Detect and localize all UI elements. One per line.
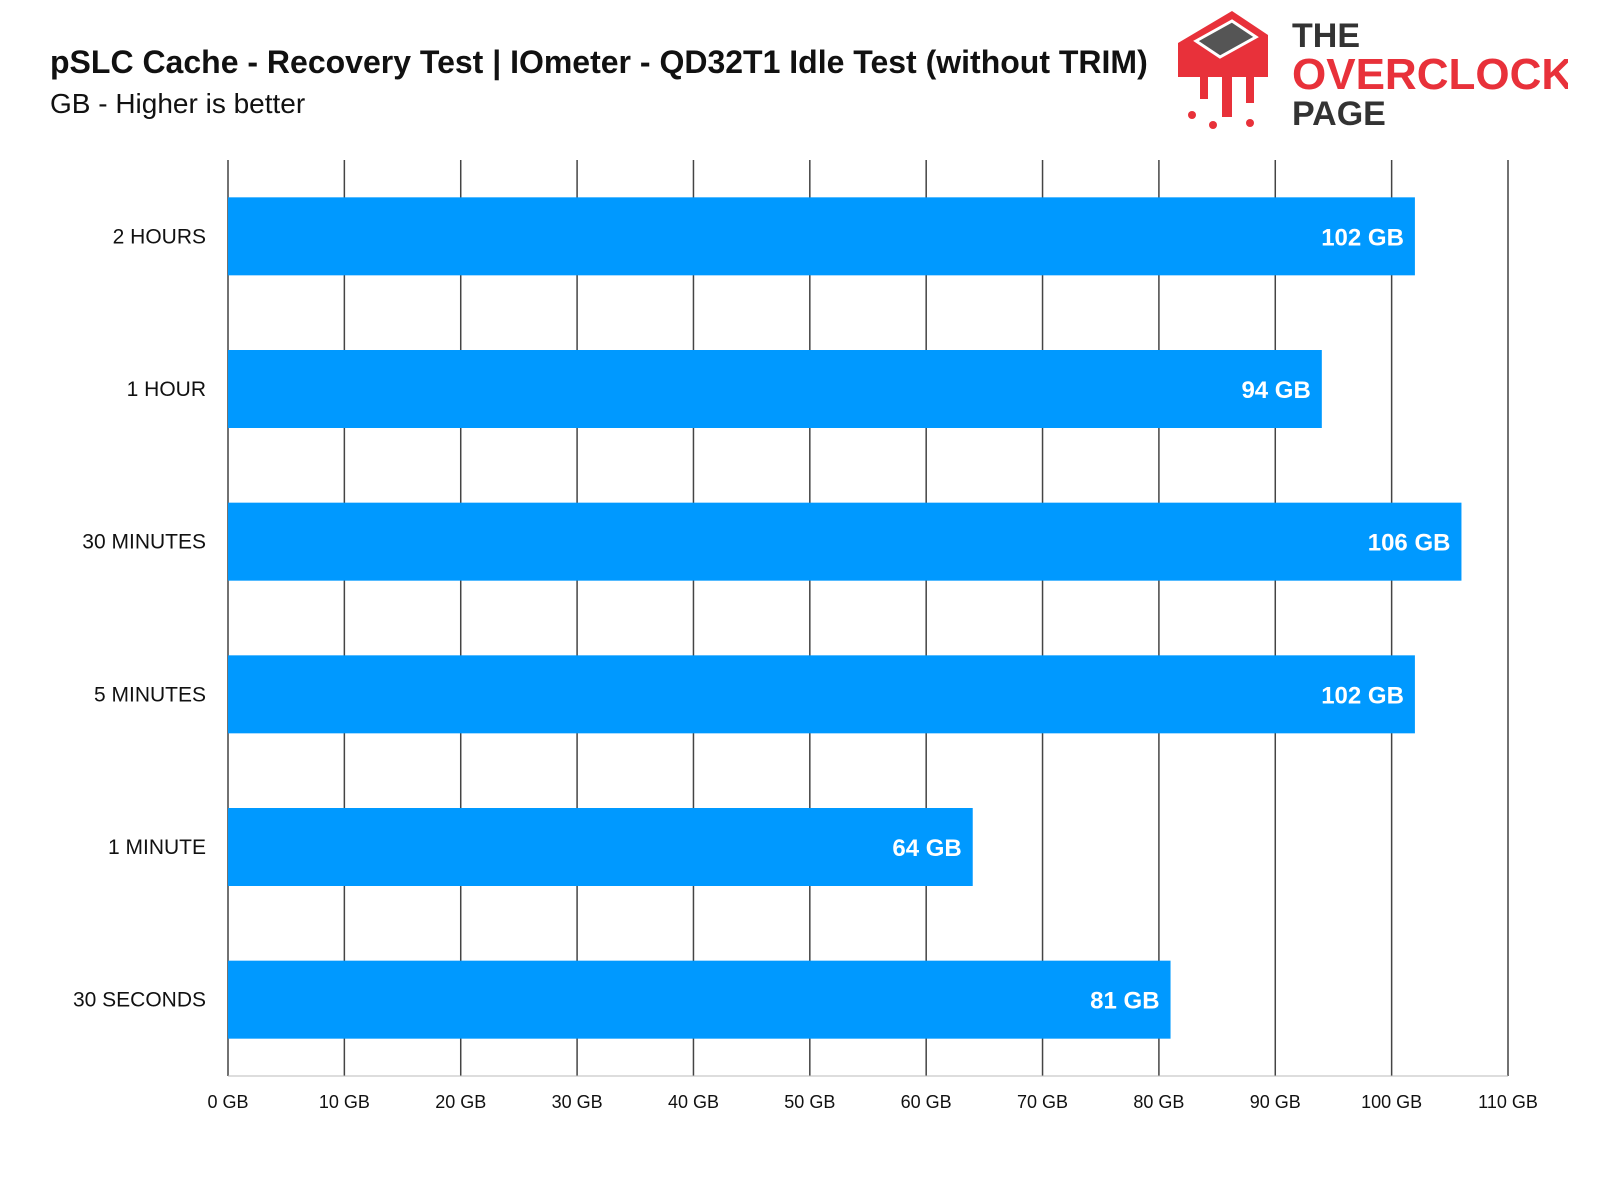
chip-drip-icon — [1178, 11, 1268, 129]
logo-line-2: OVERCLOCK — [1292, 50, 1568, 99]
category-label: 30 SECONDS — [73, 989, 206, 1012]
bar-layer — [228, 197, 1462, 1039]
bar — [228, 502, 1462, 581]
x-tick-label: 10 GB — [319, 1092, 370, 1112]
x-tick-label: 0 GB — [207, 1092, 248, 1112]
bar-value-label: 94 GB — [1241, 377, 1310, 404]
category-label: 1 MINUTE — [108, 836, 206, 859]
category-label: 1 HOUR — [127, 378, 206, 401]
bar — [228, 960, 1171, 1039]
chart-title: pSLC Cache - Recovery Test | IOmeter - Q… — [50, 44, 1148, 80]
label-layer: 0 GB 10 GB 20 GB 30 GB 40 GB 50 GB 60 GB 70 GB 8… — [73, 224, 1538, 1112]
overclock-page-logo: THE OVERCLOCK PAGE — [1178, 11, 1568, 133]
grid-layer — [227, 160, 1509, 1077]
bar — [228, 655, 1415, 734]
chart-subtitle: GB - Higher is better — [50, 88, 306, 119]
category-label: 2 HOURS — [113, 225, 206, 248]
bar-value-label: 64 GB — [892, 835, 961, 862]
x-tick-label: 100 GB — [1361, 1092, 1422, 1112]
bar — [228, 808, 973, 886]
x-tick-label: 30 GB — [552, 1092, 603, 1112]
bar — [228, 350, 1322, 428]
x-tick-label: 80 GB — [1133, 1092, 1184, 1112]
bar-value-label: 102 GB — [1321, 224, 1404, 251]
x-tick-label: 20 GB — [435, 1092, 486, 1112]
logo-line-1: THE — [1292, 17, 1360, 55]
category-label: 5 MINUTES — [94, 683, 206, 706]
bar — [228, 197, 1415, 276]
x-tick-label: 40 GB — [668, 1092, 719, 1112]
logo-line-3: PAGE — [1292, 95, 1386, 133]
x-tick-label: 70 GB — [1017, 1092, 1068, 1112]
x-tick-label: 60 GB — [901, 1092, 952, 1112]
x-tick-label: 50 GB — [784, 1092, 835, 1112]
category-label: 30 MINUTES — [82, 531, 206, 554]
x-tick-label: 90 GB — [1250, 1092, 1301, 1112]
x-tick-label: 110 GB — [1478, 1092, 1538, 1112]
bar-value-label: 102 GB — [1321, 682, 1404, 709]
bar-value-label: 81 GB — [1090, 988, 1159, 1015]
bar-value-label: 106 GB — [1368, 530, 1451, 557]
